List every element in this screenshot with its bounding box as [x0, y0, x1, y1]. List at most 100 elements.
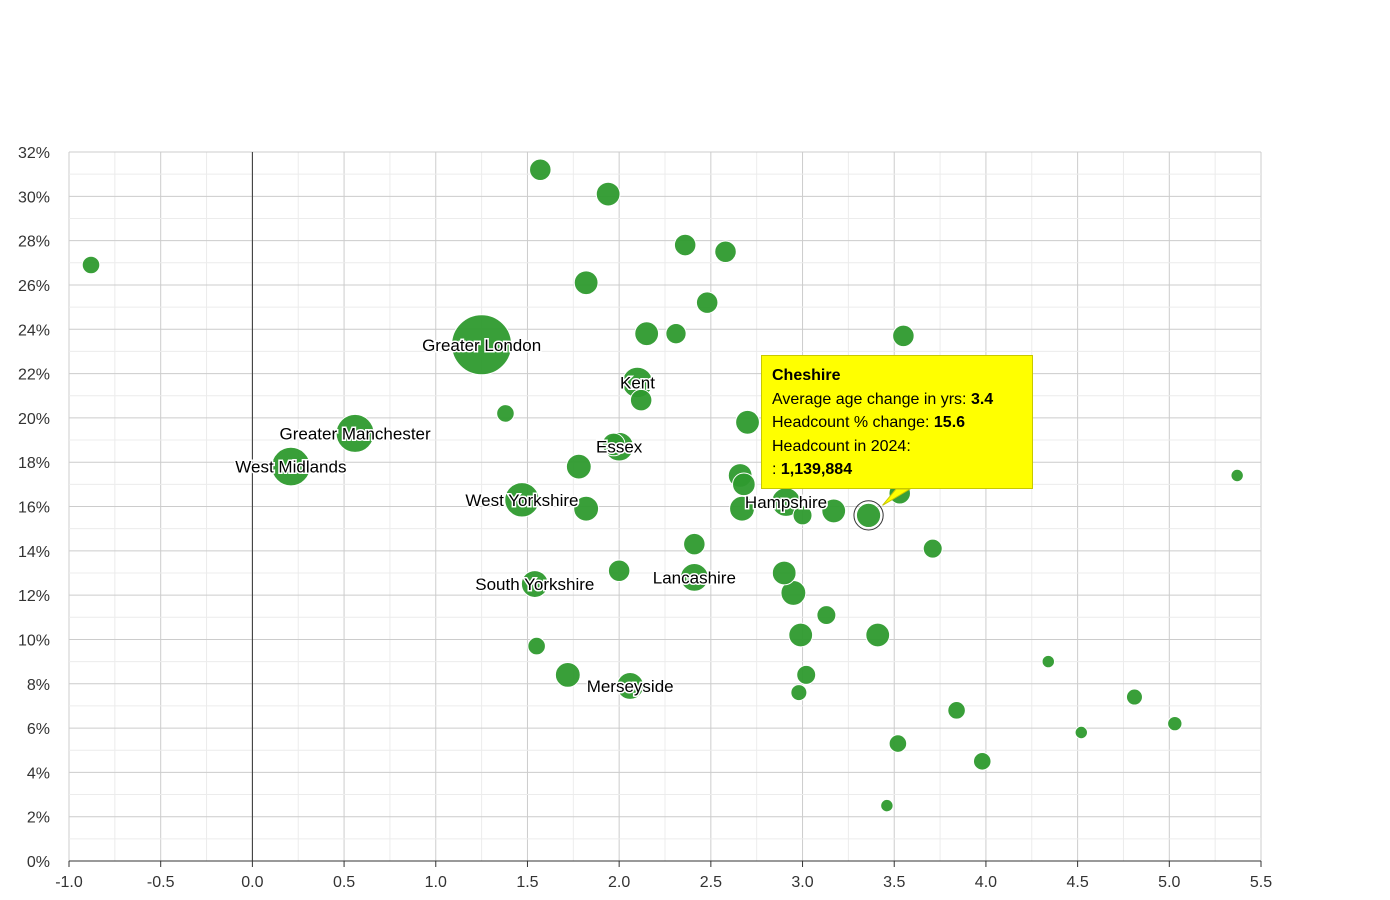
bubble[interactable] — [790, 684, 808, 702]
x-tick-label: 2.0 — [608, 874, 630, 891]
y-tick-label: 32% — [18, 145, 50, 162]
bubble[interactable] — [788, 622, 814, 648]
x-tick-label: 0.5 — [333, 874, 355, 891]
bubble[interactable] — [565, 453, 592, 480]
bubble-label: Greater Manchester — [279, 424, 431, 443]
bubble[interactable] — [634, 321, 660, 347]
bubble[interactable] — [451, 314, 513, 376]
bubble[interactable] — [695, 291, 719, 314]
bubble[interactable] — [892, 324, 915, 348]
y-tick-label: 28% — [18, 234, 50, 251]
bubble[interactable] — [629, 388, 653, 412]
bubble[interactable] — [527, 636, 546, 656]
x-axis-ticks: -1.0 -0.5 0.0 0.5 1.0 1.5 2.0 2.5 3.0 3.5 4.0 4.5 5.… — [55, 861, 1272, 891]
bubble[interactable] — [679, 563, 709, 592]
tooltip-row-age: Average age change in yrs: 3.4 — [772, 390, 994, 408]
x-tick-label: 2.5 — [700, 874, 722, 891]
bubble[interactable] — [496, 404, 515, 423]
x-tick-label: 0.0 — [241, 874, 263, 891]
bubble-label: Hampshire — [745, 493, 827, 512]
bubble[interactable] — [595, 181, 621, 207]
y-tick-label: 14% — [18, 544, 50, 561]
bubble[interactable] — [865, 622, 891, 648]
bubble[interactable] — [880, 798, 894, 813]
bubble[interactable] — [601, 432, 626, 457]
bubble[interactable] — [922, 538, 943, 559]
bubble[interactable] — [735, 409, 760, 435]
tooltip-row-headcount-value: : 1,139,884 — [772, 461, 853, 478]
x-tick-label: 3.0 — [791, 874, 813, 891]
bubble[interactable] — [520, 570, 549, 598]
grid-lines — [68, 151, 1262, 862]
bubble[interactable] — [821, 498, 847, 524]
bubble-label: Kent — [620, 373, 655, 392]
bubble[interactable] — [1230, 468, 1244, 483]
bubble[interactable] — [504, 482, 540, 518]
y-tick-label: 12% — [18, 588, 50, 605]
axes — [69, 152, 1261, 862]
bubble-label: Lancashire — [653, 568, 736, 587]
x-tick-label: 3.5 — [883, 874, 905, 891]
bubble-label: Essex — [596, 438, 643, 457]
bubble[interactable] — [732, 472, 756, 497]
tooltip-pointer — [882, 488, 912, 506]
bubble[interactable] — [683, 532, 706, 556]
y-tick-label: 4% — [27, 765, 50, 782]
bubble[interactable] — [81, 255, 101, 275]
tooltip: Cheshire Average age change in yrs: 3.4 … — [761, 355, 1033, 489]
bubble[interactable] — [573, 270, 599, 296]
tooltip-title: Cheshire — [772, 367, 841, 384]
bubbles — [81, 158, 1244, 813]
bubble[interactable] — [796, 664, 817, 685]
bubble[interactable] — [972, 752, 992, 771]
y-tick-label: 0% — [27, 854, 50, 871]
x-tick-label: 4.0 — [975, 874, 997, 891]
bubble-label: Greater London — [422, 336, 541, 355]
bubble[interactable] — [607, 559, 631, 583]
bubble[interactable] — [673, 233, 697, 257]
x-tick-label: -0.5 — [147, 874, 175, 891]
y-tick-label: 16% — [18, 500, 50, 517]
bubble[interactable] — [792, 505, 813, 526]
bubble-label: West Midlands — [235, 458, 346, 477]
y-tick-label: 30% — [18, 189, 50, 206]
bubble[interactable] — [1125, 688, 1143, 706]
y-tick-label: 22% — [18, 367, 50, 384]
bubble[interactable] — [335, 413, 375, 453]
bubble[interactable] — [1074, 725, 1088, 740]
y-tick-label: 6% — [27, 721, 50, 738]
bubble[interactable] — [771, 560, 797, 586]
y-tick-label: 10% — [18, 632, 50, 649]
y-axis-ticks: 0% 2% 4% 6% 8% 10% 12% 14% 16% 18% 20% 22% 24% 26% 28%… — [18, 145, 50, 871]
bubble-label: South Yorkshire — [475, 575, 594, 594]
bubble-label: Merseyside — [587, 677, 674, 696]
bubble[interactable] — [554, 661, 581, 688]
bubble-labels: Greater London Greater Manchester West Mid… — [234, 334, 829, 697]
y-tick-label: 2% — [27, 810, 50, 827]
x-tick-label: -1.0 — [55, 874, 83, 891]
y-tick-label: 18% — [18, 455, 50, 472]
y-tick-label: 24% — [18, 322, 50, 339]
bubble[interactable] — [714, 240, 737, 263]
bubble[interactable] — [271, 446, 311, 487]
y-tick-label: 26% — [18, 278, 50, 295]
y-tick-label: 8% — [27, 677, 50, 694]
bubble-label: West Yorkshire — [465, 491, 578, 510]
bubble[interactable] — [1167, 715, 1183, 732]
bubble[interactable] — [616, 672, 645, 700]
bubble[interactable] — [947, 701, 966, 720]
tooltip-row-headcount-label: Headcount in 2024: — [772, 437, 911, 455]
bubble[interactable] — [729, 495, 755, 522]
bubble[interactable] — [1041, 654, 1055, 669]
bubble[interactable] — [855, 502, 882, 528]
x-tick-label: 5.0 — [1158, 874, 1180, 891]
bubble[interactable] — [816, 605, 837, 626]
bubble[interactable] — [573, 495, 600, 522]
x-tick-label: 1.5 — [516, 874, 538, 891]
bubble[interactable] — [888, 734, 908, 753]
x-tick-label: 5.5 — [1250, 874, 1272, 891]
bubble[interactable] — [529, 158, 552, 181]
bubble[interactable] — [665, 323, 687, 345]
x-tick-label: 1.0 — [425, 874, 447, 891]
